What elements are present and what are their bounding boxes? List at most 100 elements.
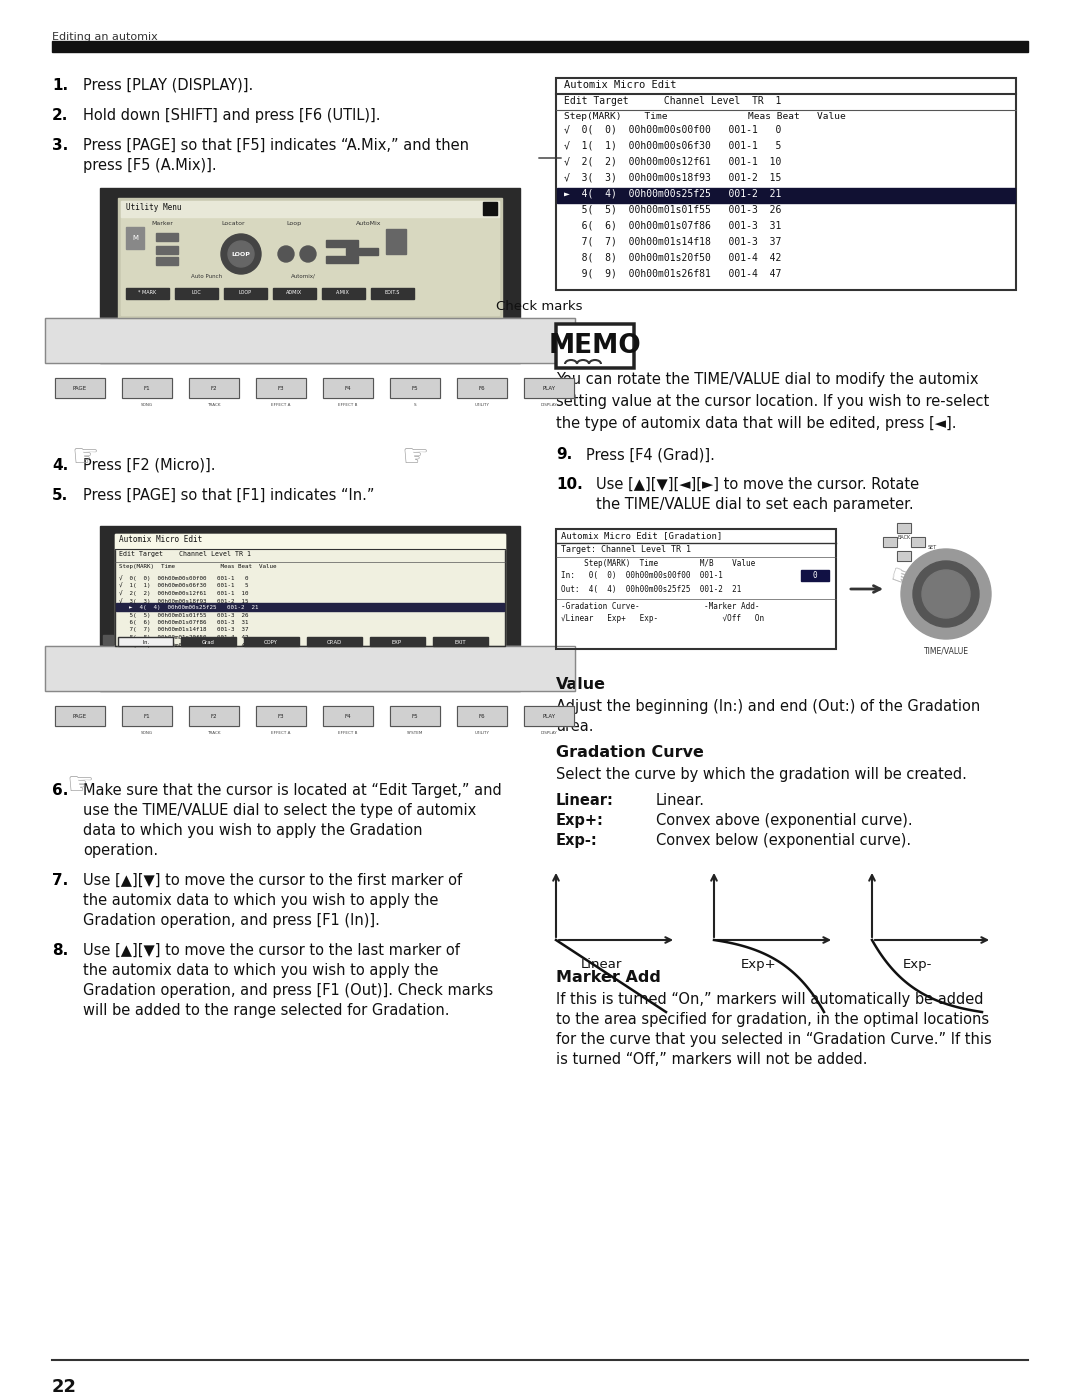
Bar	[256, 705, 306, 726]
Bar	[122, 705, 172, 726]
Bar	[256, 379, 306, 398]
Bar	[189, 379, 239, 398]
Bar	[322, 288, 365, 299]
Bar	[156, 257, 178, 265]
Text: If this is turned “On,” markers will automatically be added: If this is turned “On,” markers will aut…	[556, 992, 984, 1007]
Text: Exp+:: Exp+:	[556, 813, 604, 828]
Text: EXIT: EXIT	[455, 640, 465, 644]
Text: Gradation Curve: Gradation Curve	[556, 745, 704, 760]
Text: Grad: Grad	[202, 640, 215, 644]
Text: Convex above (exponential curve).: Convex above (exponential curve).	[656, 813, 913, 828]
Bar	[457, 705, 507, 726]
Bar	[883, 536, 897, 548]
Text: √  2(  2)  00h00m00s12f61   001-1  10: √ 2( 2) 00h00m00s12f61 001-1 10	[119, 590, 248, 597]
Text: Step(MARK)  Time         M/B    Value: Step(MARK) Time M/B Value	[561, 559, 755, 569]
Bar	[181, 637, 237, 645]
Bar	[121, 201, 499, 217]
Text: BACK: BACK	[897, 535, 910, 541]
Bar	[118, 637, 173, 645]
Text: 10.: 10.	[556, 476, 583, 492]
Bar	[524, 379, 573, 398]
Bar	[556, 529, 836, 650]
Text: 6.: 6.	[52, 782, 68, 798]
Text: EDIT.S: EDIT.S	[384, 291, 400, 296]
Circle shape	[901, 549, 991, 638]
Text: Press [PLAY (DISPLAY)].: Press [PLAY (DISPLAY)].	[83, 78, 253, 94]
Bar	[55, 379, 105, 398]
Bar	[256, 379, 306, 398]
Text: TRACK: TRACK	[207, 731, 220, 735]
Text: the automix data to which you wish to apply the: the automix data to which you wish to ap…	[83, 893, 438, 908]
Text: F1: F1	[144, 386, 150, 391]
Bar	[307, 637, 362, 645]
Text: to the area specified for gradation, in the optimal locations: to the area specified for gradation, in …	[556, 1011, 989, 1027]
Text: * MARK: * MARK	[138, 291, 157, 296]
Text: for the curve that you selected in “Gradation Curve.” If this: for the curve that you selected in “Grad…	[556, 1032, 991, 1046]
Bar	[116, 604, 504, 610]
Text: F5: F5	[411, 386, 418, 391]
Bar	[457, 379, 507, 398]
Text: F2: F2	[211, 386, 217, 391]
Bar	[114, 534, 505, 549]
Bar	[370, 637, 426, 645]
Text: 7.: 7.	[52, 873, 68, 888]
Bar	[457, 379, 507, 398]
Text: setting value at the cursor location. If you wish to re-select: setting value at the cursor location. If…	[556, 394, 989, 409]
Bar	[55, 705, 105, 726]
Circle shape	[221, 235, 261, 274]
Text: F2: F2	[211, 714, 217, 718]
Bar	[189, 379, 239, 398]
Bar	[122, 705, 172, 726]
Text: is turned “Off,” markers will not be added.: is turned “Off,” markers will not be add…	[556, 1052, 867, 1067]
Text: will be added to the range selected for Gradation.: will be added to the range selected for …	[83, 1003, 449, 1018]
Text: -Marker Add-: -Marker Add-	[704, 602, 759, 610]
Text: PLAY: PLAY	[542, 714, 555, 718]
Text: 8(  8)  00h00m01s20f50   001-4  42: 8( 8) 00h00m01s20f50 001-4 42	[119, 636, 248, 640]
Text: ☞: ☞	[402, 443, 429, 472]
Text: TIME/VALUE: TIME/VALUE	[923, 645, 969, 655]
Text: use the TIME/VALUE dial to select the type of automix: use the TIME/VALUE dial to select the ty…	[83, 803, 476, 819]
Text: LOOP: LOOP	[231, 251, 251, 257]
Text: ►  4(  4)  00h00m00s25f25   001-2  21: ► 4( 4) 00h00m00s25f25 001-2 21	[564, 189, 781, 198]
Bar	[100, 189, 519, 363]
Text: Use [▲][▼] to move the cursor to the first marker of: Use [▲][▼] to move the cursor to the fir…	[83, 873, 462, 888]
Text: √Linear   Exp+   Exp-: √Linear Exp+ Exp-	[561, 615, 658, 623]
Bar	[189, 705, 239, 726]
Text: Press [PAGE] so that [F1] indicates “In.”: Press [PAGE] so that [F1] indicates “In.…	[83, 488, 375, 503]
Text: UTILITY: UTILITY	[474, 402, 489, 407]
Text: ☞: ☞	[887, 564, 916, 594]
Bar	[52, 41, 1028, 52]
Text: operation.: operation.	[83, 842, 158, 858]
Text: F1: F1	[144, 714, 150, 718]
Text: Marker: Marker	[151, 221, 173, 226]
Text: TRACK: TRACK	[207, 402, 220, 407]
Bar	[55, 379, 105, 398]
Bar	[524, 705, 573, 726]
Text: Select the curve by which the gradation will be created.: Select the curve by which the gradation …	[556, 767, 967, 782]
Text: AutoMix: AutoMix	[356, 221, 381, 226]
Bar	[346, 249, 378, 256]
Text: Exp-: Exp-	[902, 958, 932, 971]
Bar	[326, 256, 357, 263]
Text: EFFECT B: EFFECT B	[338, 731, 357, 735]
Text: Automix Micro Edit: Automix Micro Edit	[119, 535, 202, 543]
Circle shape	[300, 246, 316, 263]
Text: Marker Add: Marker Add	[556, 970, 661, 985]
Bar	[244, 637, 299, 645]
Bar	[556, 529, 836, 650]
Bar	[483, 203, 497, 215]
Text: 9(  9)  00h00m01s26f81   001-4  47: 9( 9) 00h00m01s26f81 001-4 47	[564, 270, 781, 279]
Text: Press [PAGE] so that [F5] indicates “A.Mix,” and then: Press [PAGE] so that [F5] indicates “A.M…	[83, 138, 469, 154]
Text: LOC: LOC	[191, 291, 201, 296]
Text: F4: F4	[345, 714, 351, 718]
Text: Locator: Locator	[221, 221, 245, 226]
Text: Automix/: Automix/	[291, 274, 315, 279]
Circle shape	[913, 562, 978, 627]
Text: ☞: ☞	[71, 443, 98, 472]
Bar	[433, 637, 488, 645]
Text: F3: F3	[278, 714, 284, 718]
Text: Auto Punch: Auto Punch	[191, 274, 222, 279]
Text: Step(MARK)  Time             Meas Beat  Value: Step(MARK) Time Meas Beat Value	[119, 564, 276, 569]
Bar	[386, 229, 406, 254]
Text: √  0(  0)  00h00m00s00f00   001-1   0: √ 0( 0) 00h00m00s00f00 001-1 0	[119, 576, 248, 581]
